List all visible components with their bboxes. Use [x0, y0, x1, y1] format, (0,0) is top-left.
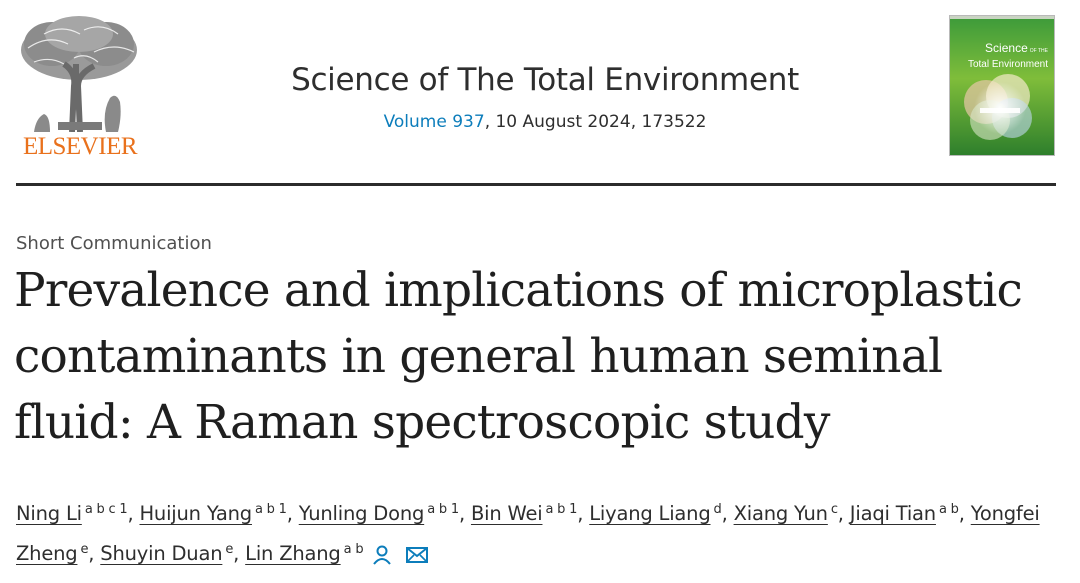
volume-link[interactable]: Volume 937 — [383, 112, 485, 132]
author-separator: , — [88, 542, 101, 565]
author-affiliation[interactable]: e — [225, 541, 234, 557]
author-name-link[interactable]: Jiaqi Tian — [849, 502, 936, 525]
author-affiliation[interactable]: a b — [343, 541, 364, 557]
article-type: Short Communication — [16, 233, 212, 254]
header-divider — [16, 183, 1056, 186]
author-separator: , — [837, 502, 850, 525]
author-name-link[interactable]: Bin Wei — [470, 502, 543, 525]
author-separator: , — [958, 502, 971, 525]
publisher-wordmark: ELSEVIER — [22, 133, 138, 160]
author-name-link[interactable]: Ning Li — [16, 502, 82, 525]
author-name-link[interactable]: Liyang Liang — [589, 502, 711, 525]
author-name-link[interactable]: Yunling Dong — [298, 502, 425, 525]
article-title: Prevalence and implications of microplas… — [14, 263, 1023, 450]
author-separator: , — [577, 502, 590, 525]
author-affiliation[interactable]: a b 1 — [427, 501, 459, 517]
author-separator: , — [721, 502, 734, 525]
author-name-link[interactable]: Lin Zhang — [245, 542, 341, 565]
author-list: Ning Li a b c 1, Huijun Yang a b 1, Yunlin… — [16, 494, 1076, 574]
author-affiliation[interactable]: d — [713, 501, 722, 517]
person-icon[interactable] — [371, 544, 393, 566]
author-affiliation[interactable]: a b 1 — [254, 501, 287, 517]
author-separator: , — [286, 502, 299, 525]
cover-title: Science OF THE Total Environment — [967, 41, 1048, 70]
journal-issue-line: Volume 937, 10 August 2024, 173522 — [200, 112, 890, 132]
author-name-link[interactable]: Yongfei Zheng — [16, 502, 1040, 565]
author-affiliation[interactable]: a b — [938, 501, 959, 517]
author-affiliation[interactable]: e — [80, 541, 89, 557]
journal-header: ELSEVIER Science of The Total Environmen… — [0, 0, 1080, 190]
envelope-icon[interactable] — [405, 545, 429, 565]
cover-art — [950, 16, 1054, 155]
issue-details: , 10 August 2024, 173522 — [484, 112, 707, 132]
elsevier-logo[interactable]: ELSEVIER — [14, 14, 144, 164]
author-separator: , — [458, 502, 471, 525]
author-name-link[interactable]: Huijun Yang — [139, 502, 252, 525]
author-separator: , — [233, 542, 246, 565]
journal-title[interactable]: Science of The Total Environment — [291, 62, 799, 98]
author-affiliation[interactable]: c — [830, 501, 838, 517]
tree-icon — [21, 16, 137, 132]
journal-cover-image[interactable]: Science OF THE Total Environment — [949, 15, 1055, 156]
author-name-link[interactable]: Xiang Yun — [733, 502, 828, 525]
author-affiliation[interactable]: a b 1 — [545, 501, 578, 517]
author-names: Ning Li a b c 1, Huijun Yang a b 1, Yunlin… — [16, 502, 1040, 565]
author-separator: , — [127, 502, 140, 525]
journal-info: Science of The Total Environment Volume … — [200, 62, 890, 132]
author-affiliation[interactable]: a b c 1 — [84, 501, 128, 517]
author-name-link[interactable]: Shuyin Duan — [100, 542, 223, 565]
